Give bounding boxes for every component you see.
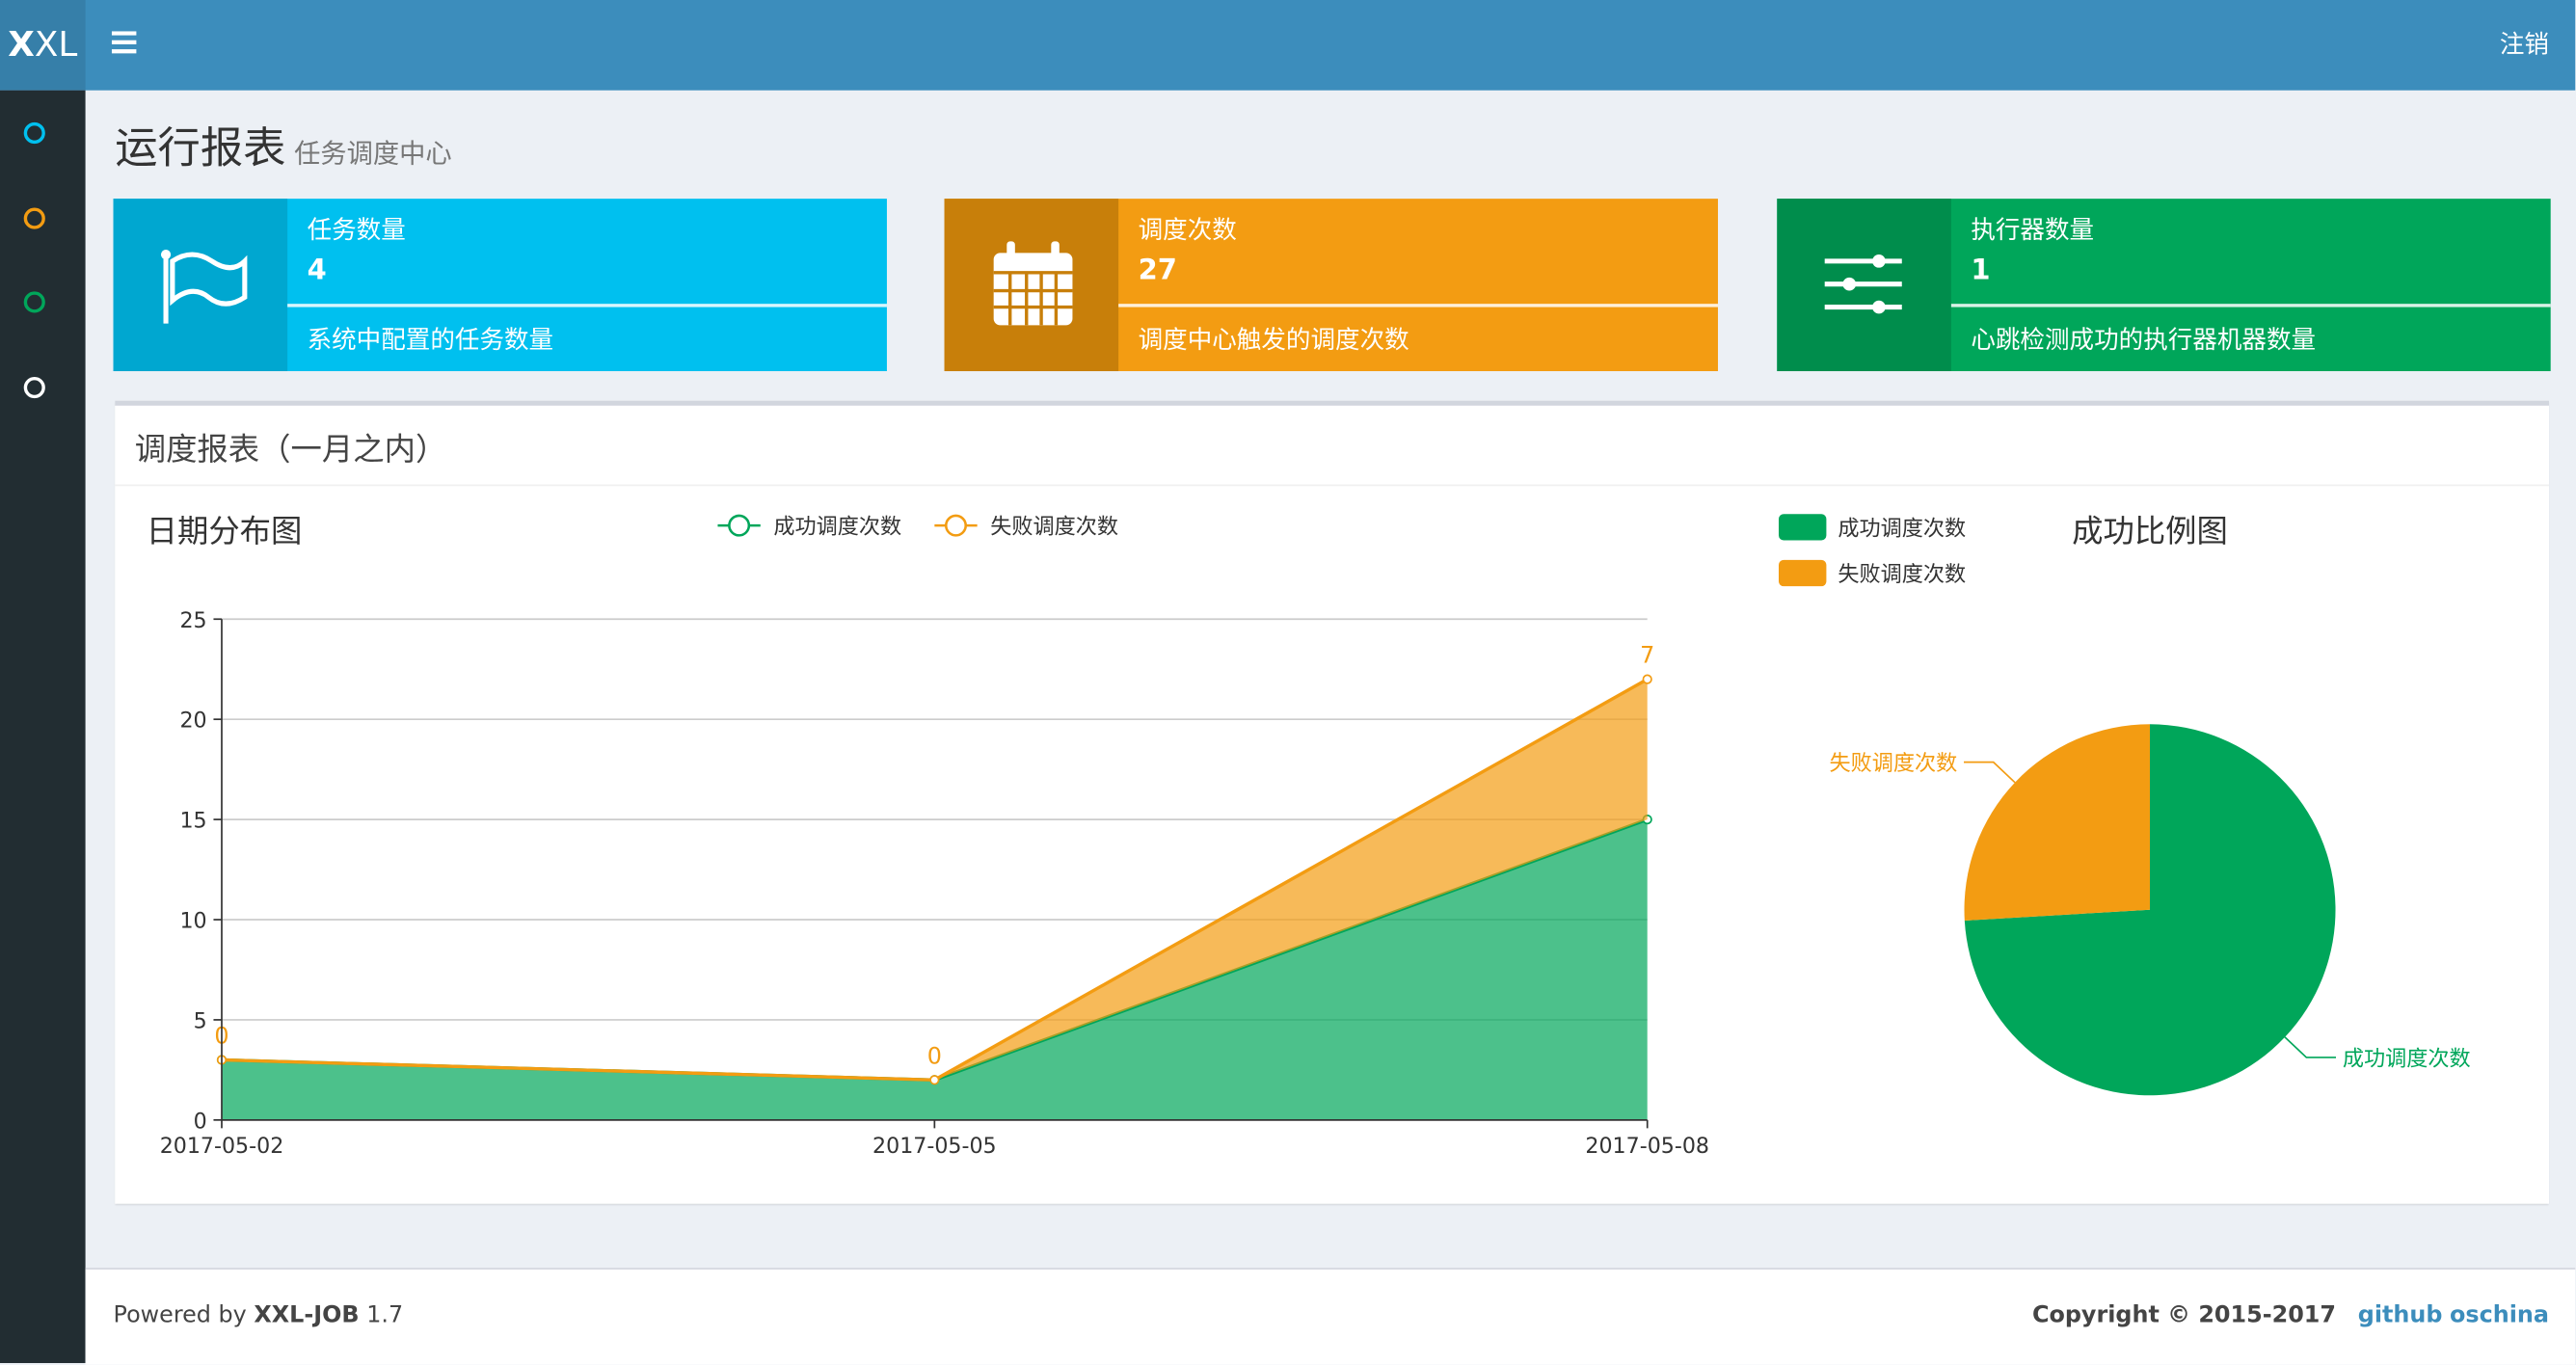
- page-title: 运行报表: [115, 124, 286, 174]
- info-value: 4: [307, 254, 327, 288]
- logo-rest: XL: [34, 24, 78, 65]
- nav-icon[interactable]: [23, 376, 45, 399]
- info-label: 调度次数: [1138, 215, 1237, 245]
- area: [221, 679, 1648, 1081]
- version: 1.7: [366, 1301, 404, 1329]
- legend-swatch: [1778, 514, 1827, 541]
- x-tick-label: 2017-05-02: [160, 1134, 284, 1159]
- copyright: Copyright © 2015-2017: [2031, 1301, 2336, 1329]
- y-tick-label: 5: [194, 1008, 207, 1033]
- flag-icon: [160, 249, 248, 324]
- copyright-block: Copyright © 2015-2017 github oschina: [2032, 1302, 2549, 1328]
- y-tick-label: 25: [179, 608, 206, 633]
- info-box: 任务数量 4 系统中配置的任务数量: [113, 199, 887, 372]
- nav-icon[interactable]: [23, 207, 45, 229]
- legend-symbol: [944, 514, 967, 537]
- page-subtitle: 任务调度中心: [294, 138, 452, 170]
- logo[interactable]: XXL: [0, 0, 86, 91]
- info-label: 执行器数量: [1971, 215, 2095, 245]
- sidebar: [0, 90, 86, 1363]
- chart-title: 成功比例图: [2072, 513, 2228, 549]
- info-box: 执行器数量 1 心跳检测成功的执行器机器数量: [1777, 199, 2551, 372]
- sidebar-icons: [23, 121, 45, 399]
- info-box: 调度次数 27 调度中心触发的调度次数: [944, 199, 1718, 372]
- label-line: [1964, 761, 2016, 784]
- nav-icon[interactable]: [23, 121, 45, 145]
- powered-prefix: Powered by: [113, 1301, 247, 1329]
- area: [221, 819, 1648, 1120]
- legend-label: 失败调度次数: [990, 515, 1118, 540]
- link[interactable]: github: [2357, 1301, 2443, 1329]
- page-header: 运行报表 任务调度中心: [115, 115, 451, 175]
- y-tick-label: 20: [179, 709, 206, 734]
- logo-bold: X: [8, 24, 35, 65]
- point: [1642, 674, 1652, 684]
- info-label: 任务数量: [307, 215, 406, 245]
- info-description: 调度中心触发的调度次数: [1138, 325, 1409, 355]
- pie-slice: [1964, 724, 2151, 921]
- footer: Powered by XXL-JOB 1.7 Copyright © 2015-…: [85, 1268, 2576, 1365]
- legend-symbol: [728, 514, 751, 537]
- menu-toggle[interactable]: [111, 31, 138, 54]
- info-value: 27: [1138, 254, 1177, 288]
- chart-title: 日期分布图: [147, 513, 303, 549]
- nav-icon[interactable]: [23, 291, 45, 313]
- x-tick-label: 2017-05-05: [872, 1134, 997, 1159]
- slice-label: 失败调度次数: [1829, 751, 1957, 776]
- legend-label: 成功调度次数: [1838, 516, 1966, 541]
- label-line: [2284, 1036, 2337, 1058]
- legend-swatch: [1778, 559, 1827, 587]
- y-tick-label: 10: [179, 909, 206, 934]
- link[interactable]: oschina: [2450, 1301, 2549, 1329]
- slice-label: 成功调度次数: [2343, 1046, 2471, 1071]
- info-description: 系统中配置的任务数量: [307, 325, 554, 355]
- top-bar: 注销: [0, 0, 2576, 91]
- info-description: 心跳检测成功的执行器机器数量: [1971, 325, 2317, 355]
- product: XXL-JOB: [254, 1301, 360, 1329]
- powered-by: Powered by XXL-JOB 1.7: [114, 1302, 404, 1328]
- data-label: 7: [1640, 642, 1654, 669]
- info-value: 1: [1971, 254, 1991, 288]
- x-tick-label: 2017-05-08: [1585, 1134, 1709, 1159]
- y-tick-label: 0: [194, 1109, 207, 1134]
- logout[interactable]: 注销: [2499, 29, 2549, 60]
- pie-slice: [1964, 724, 2336, 1096]
- legend-label: 成功调度次数: [773, 515, 901, 540]
- sliders-icon: [1824, 254, 1902, 314]
- y-tick-label: 15: [179, 809, 206, 834]
- panel-title: 调度报表（一月之内）: [134, 432, 447, 468]
- legend-label: 失败调度次数: [1838, 562, 1966, 587]
- point: [929, 1075, 940, 1085]
- calendar-icon: [993, 241, 1073, 326]
- data-label: 0: [927, 1042, 942, 1069]
